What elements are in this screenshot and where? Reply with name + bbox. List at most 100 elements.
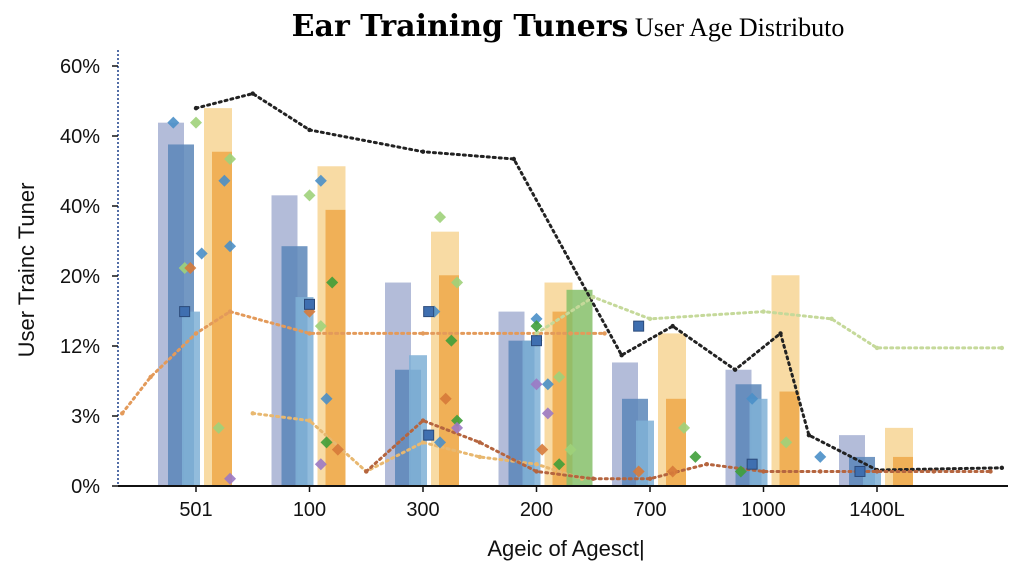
marker-point [439, 392, 452, 405]
bar [666, 398, 686, 486]
line-point [647, 316, 653, 322]
line-point [874, 469, 880, 474]
marker-point [423, 429, 435, 441]
bar [779, 391, 800, 486]
line-point [227, 309, 233, 314]
marker-point [451, 414, 464, 427]
marker-point [536, 443, 549, 456]
marker-point [423, 306, 435, 318]
y-tick-label: 0% [71, 476, 100, 498]
line-point [670, 323, 675, 329]
series-line [120, 309, 607, 415]
marker-point [854, 465, 866, 477]
marker-point [190, 116, 202, 129]
marker-point [326, 276, 339, 289]
y-tick-label: 60% [60, 56, 100, 78]
marker-point [633, 320, 645, 332]
line-point [307, 331, 312, 336]
marker-point [320, 436, 333, 449]
y-tick-label: 12% [60, 336, 100, 358]
line-point [534, 331, 539, 336]
line-point [591, 476, 596, 481]
marker-point [541, 407, 554, 420]
y-tick-label: 3% [71, 406, 100, 428]
marker-point [331, 443, 344, 456]
marker-point [530, 378, 543, 391]
marker-point [553, 371, 566, 383]
line-point [307, 127, 312, 133]
marker-point [553, 458, 566, 471]
line-point [250, 91, 255, 96]
marker-point [746, 458, 758, 470]
x-tick-label: 200 [520, 499, 553, 521]
x-tick-label: 300 [406, 499, 439, 521]
line-point [120, 411, 125, 416]
marker-point [564, 443, 577, 456]
marker-point [541, 378, 554, 391]
marker-point [304, 298, 315, 310]
line-point [307, 418, 312, 423]
bar [863, 471, 881, 486]
chart-title-rest: User Age Distributo [628, 13, 844, 42]
bar [295, 297, 314, 486]
line-point [602, 331, 607, 336]
marker-point [224, 472, 237, 485]
marker-point [224, 240, 237, 253]
marker-point [434, 436, 447, 449]
line-point [420, 418, 426, 423]
marker-point [303, 189, 316, 202]
line-point [619, 353, 624, 358]
marker-point [814, 450, 827, 463]
line-point [999, 345, 1005, 351]
line-point [778, 331, 783, 336]
line-point [420, 149, 426, 154]
bar [212, 151, 232, 486]
line-point [647, 476, 653, 481]
line-point [761, 469, 766, 474]
marker-point [314, 458, 327, 471]
line-point [829, 316, 834, 322]
line-point [250, 411, 255, 416]
line-point [420, 440, 426, 445]
y-axis-label: User Trainc Tuner [14, 183, 39, 358]
line-point [511, 156, 516, 162]
line-point [568, 331, 573, 336]
line-point [874, 345, 880, 351]
bar [566, 289, 593, 486]
marker-point [666, 465, 679, 478]
marker-point [678, 421, 691, 434]
line-point [761, 309, 766, 314]
bar [439, 275, 459, 486]
marker-point [632, 465, 645, 478]
line-point [999, 465, 1005, 471]
x-ticks: 501 100 300 200 700 1000 1400L [179, 486, 905, 521]
marker-point [434, 211, 447, 224]
marker-point [530, 320, 543, 333]
x-tick-label: 1400L [849, 499, 905, 521]
y-tick-label: 40% [60, 126, 100, 148]
y-tick-label: 40% [60, 196, 100, 218]
x-tick-label: 700 [633, 499, 666, 521]
bar [409, 355, 427, 486]
line-point [477, 440, 482, 445]
x-axis-label: Ageic of Agesct| [487, 536, 644, 561]
marker-point [780, 436, 793, 449]
line-point [732, 367, 738, 372]
line-point [534, 469, 539, 474]
x-tick-label: 1000 [741, 499, 786, 521]
line-point [591, 294, 596, 300]
marker-point [314, 174, 327, 187]
chart-title: Ear Training Tuners User Age Distributo [292, 9, 845, 44]
marker-point [734, 465, 747, 478]
marker-point [451, 276, 464, 289]
marker-point [195, 247, 208, 260]
marker-point [314, 320, 327, 333]
line-point [704, 462, 709, 467]
marker-point [451, 421, 464, 434]
line-point [420, 331, 426, 336]
line-point [148, 374, 153, 380]
y-tick-label: 20% [60, 266, 100, 288]
bar [522, 340, 541, 486]
series-line [194, 91, 1004, 472]
